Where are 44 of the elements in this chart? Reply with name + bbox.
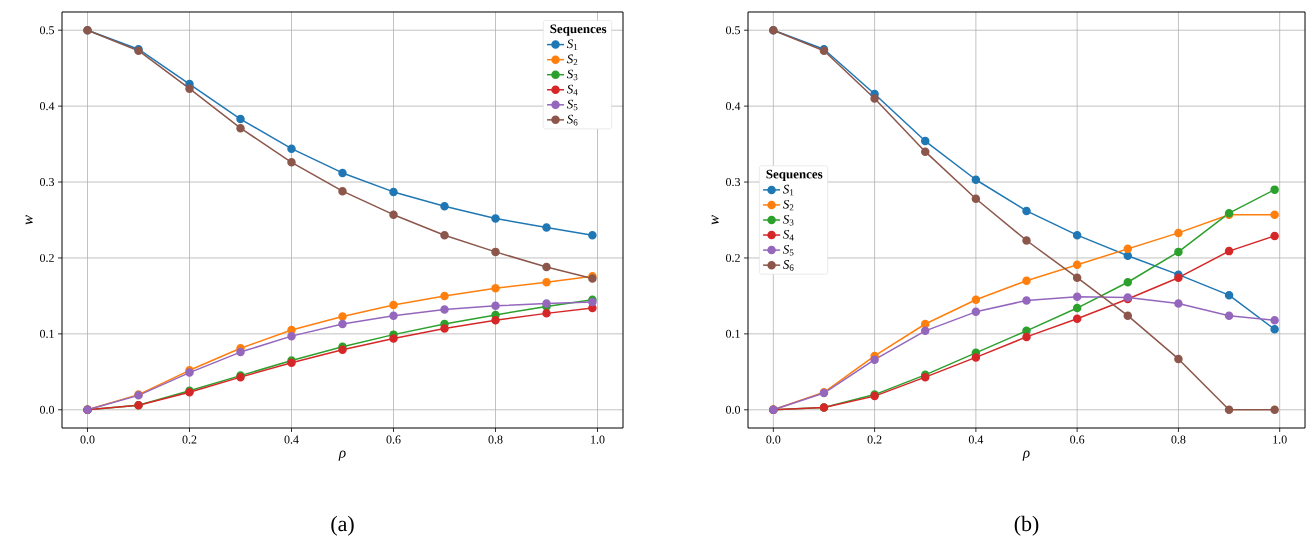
y-tick-label: 0.5 [39, 26, 55, 35]
text: (b) [1014, 515, 1039, 536]
legend-label: S$_{5}$ [566, 99, 578, 111]
y-tick-label: 0.3 [726, 177, 741, 187]
x-tick-label: 1.0 [591, 435, 605, 444]
y-tick-label: 0.4 [726, 102, 741, 111]
legend-title: Sequences [550, 24, 607, 36]
x-tick-label: 0.6 [386, 435, 401, 444]
legend-label: S$_{6}$ [566, 114, 578, 126]
x-tick-label: 0.4 [968, 435, 984, 444]
legend-label: S$_{2}$ [783, 199, 794, 211]
legend-title: Sequences [766, 169, 823, 182]
x-tick-label: 0.0 [80, 435, 95, 444]
legend-label: S$_{1}$ [783, 184, 794, 196]
x-tick-label: 0.6 [1070, 435, 1085, 444]
x-tick-label: 0.8 [488, 435, 503, 444]
y-tick-label: 0.0 [39, 405, 55, 414]
y-tick-label: 0.0 [726, 405, 741, 414]
legend-label: S$_{4}$ [783, 230, 794, 241]
x-axis-title: ρ [338, 450, 346, 461]
legend-label: S$_{1}$ [566, 39, 578, 50]
text: (a) [331, 515, 354, 536]
legend-label: S$_{4}$ [566, 84, 578, 96]
legend-label: S$_{6}$ [783, 260, 794, 271]
y-tick-label: 0.3 [39, 177, 55, 187]
legend-label: S$_{5}$ [783, 245, 794, 256]
y-tick-label: 0.1 [726, 329, 740, 338]
y-tick-label: 0.2 [39, 253, 54, 263]
x-tick-label: 0.2 [182, 435, 197, 444]
y-axis-title: w [711, 215, 719, 225]
y-tick-label: 0.2 [726, 253, 740, 263]
y-tick-label: 0.1 [39, 329, 54, 338]
y-tick-label: 0.5 [726, 26, 741, 35]
x-axis-title: ρ [1022, 450, 1030, 461]
x-tick-label: 0.8 [1171, 435, 1186, 444]
legend-label: S$_{3}$ [783, 214, 794, 226]
legend-label: S$_{2}$ [566, 54, 578, 66]
x-tick-label: 0.4 [284, 435, 299, 444]
x-tick-label: 0.2 [867, 435, 882, 444]
x-tick-label: 1.0 [1273, 435, 1287, 444]
y-tick-label: 0.4 [39, 102, 55, 111]
x-tick-label: 0.0 [766, 435, 781, 444]
legend-label: S$_{3}$ [566, 69, 578, 81]
y-axis-title: w [25, 215, 33, 225]
